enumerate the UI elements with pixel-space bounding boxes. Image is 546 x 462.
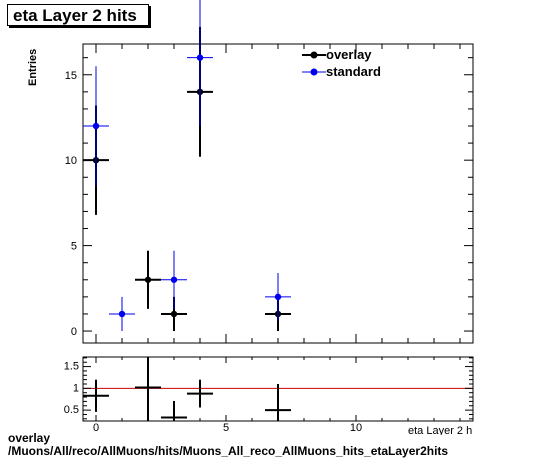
ratio-point — [83, 379, 109, 412]
data-point-standard — [187, 0, 213, 127]
ratio-plot-panel: 0 5 10 0.5 1 1.5 eta Layer 2 hits — [64, 356, 484, 437]
ratio-data-points — [83, 357, 291, 421]
data-point-standard — [161, 250, 187, 309]
legend-overlay-marker — [310, 51, 318, 59]
main-plot-panel: 0 5 10 15 Entries overlay standard — [27, 0, 474, 344]
y-axis-label: Entries — [27, 49, 39, 86]
ratio-point — [135, 357, 161, 421]
marker — [144, 276, 152, 283]
x-axis-label: eta Layer 2 hits — [408, 425, 484, 437]
marker — [118, 310, 126, 318]
ratio-point — [187, 379, 213, 408]
marker — [92, 122, 100, 130]
legend-standard-label: standard — [326, 64, 381, 79]
marker — [170, 276, 178, 283]
x-axis-label-clip: eta Layer 2 hits — [408, 425, 484, 437]
ratio-x-tick-label: 5 — [223, 422, 229, 434]
ratio-y-tick-label: 0.5 — [64, 404, 79, 416]
ratio-x-tick-label: 0 — [93, 422, 99, 434]
footer-line-1: overlay — [8, 431, 51, 445]
data-point-standard — [109, 296, 135, 332]
y-tick-label: 0 — [71, 326, 77, 338]
y-tick-label: 5 — [71, 241, 77, 253]
y-tick-label: 10 — [65, 155, 77, 167]
marker — [196, 54, 204, 61]
ratio-point — [161, 400, 187, 421]
ratio-y-tick-label: 1 — [73, 382, 79, 394]
marker — [274, 293, 282, 301]
main-axis-ticks: 0 5 10 15 — [65, 44, 473, 343]
data-point-standard — [83, 66, 109, 186]
footer-line-2: /Muons/All/reco/AllMuons/hits/Muons_All_… — [8, 444, 449, 458]
ratio-point — [265, 383, 291, 421]
data-point-standard — [265, 272, 291, 321]
ratio-x-tick-label: 10 — [350, 422, 362, 434]
legend: overlay standard — [302, 47, 381, 79]
footer-caption: overlay /Muons/All/reco/AllMuons/hits/Mu… — [8, 432, 448, 458]
marker — [170, 310, 178, 318]
legend-overlay-label: overlay — [326, 47, 372, 62]
main-data-points — [83, 0, 291, 332]
plot-title: eta Layer 2 hits — [7, 4, 149, 26]
legend-standard-marker — [310, 68, 318, 76]
data-point-overlay — [135, 250, 161, 309]
ratio-y-tick-label: 1.5 — [64, 361, 79, 373]
y-tick-label: 15 — [65, 70, 77, 82]
ratio-axis-ticks: 0 5 10 0.5 1 1.5 — [64, 357, 473, 434]
